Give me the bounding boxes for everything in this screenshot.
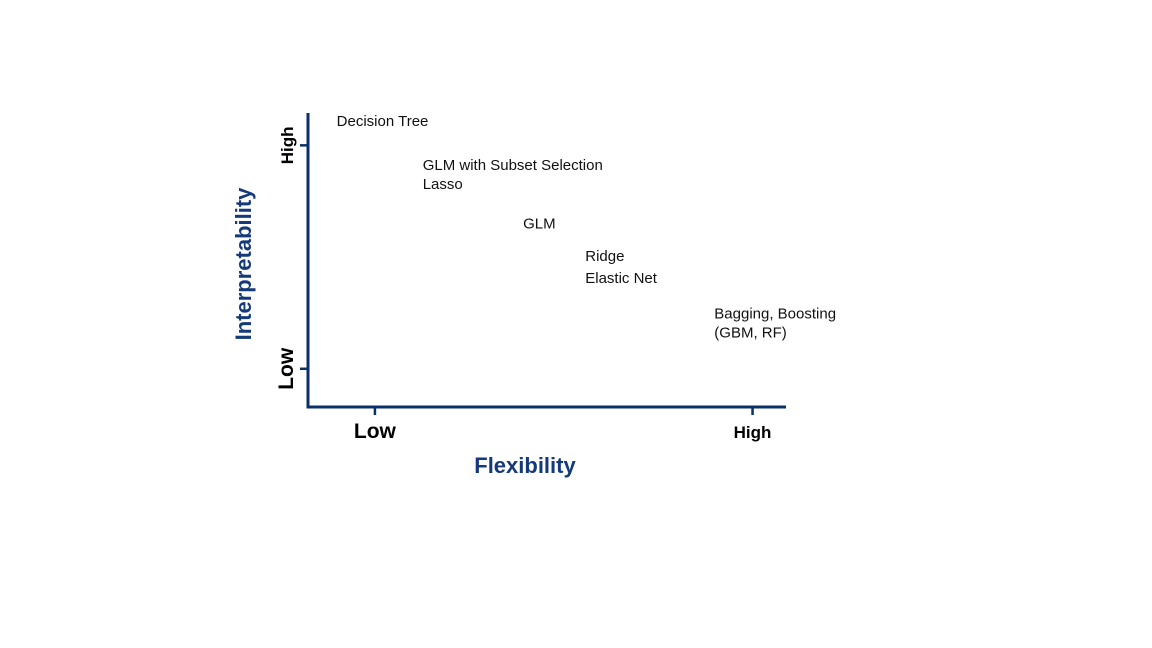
y-tick-label-high: High — [278, 126, 297, 164]
x-axis-title: Flexibility — [474, 453, 576, 478]
point-label-gbm-rf: (GBM, RF) — [714, 324, 787, 341]
y-tick-label-low: Low — [275, 347, 298, 390]
point-label-lasso: Lasso — [423, 176, 463, 193]
point-label-elastic-net: Elastic Net — [585, 270, 658, 287]
point-label-ridge: Ridge — [585, 248, 624, 265]
x-tick-label-high: High — [734, 423, 772, 442]
x-tick-label-low: Low — [354, 420, 397, 443]
point-label-glm-with-subset-selection: GLM with Subset Selection — [423, 157, 603, 174]
point-label-decision-tree: Decision Tree — [337, 113, 429, 130]
point-label-glm: GLM — [523, 216, 556, 233]
y-axis-title: Interpretability — [231, 187, 256, 341]
point-label-bagging-boosting: Bagging, Boosting — [714, 305, 836, 322]
